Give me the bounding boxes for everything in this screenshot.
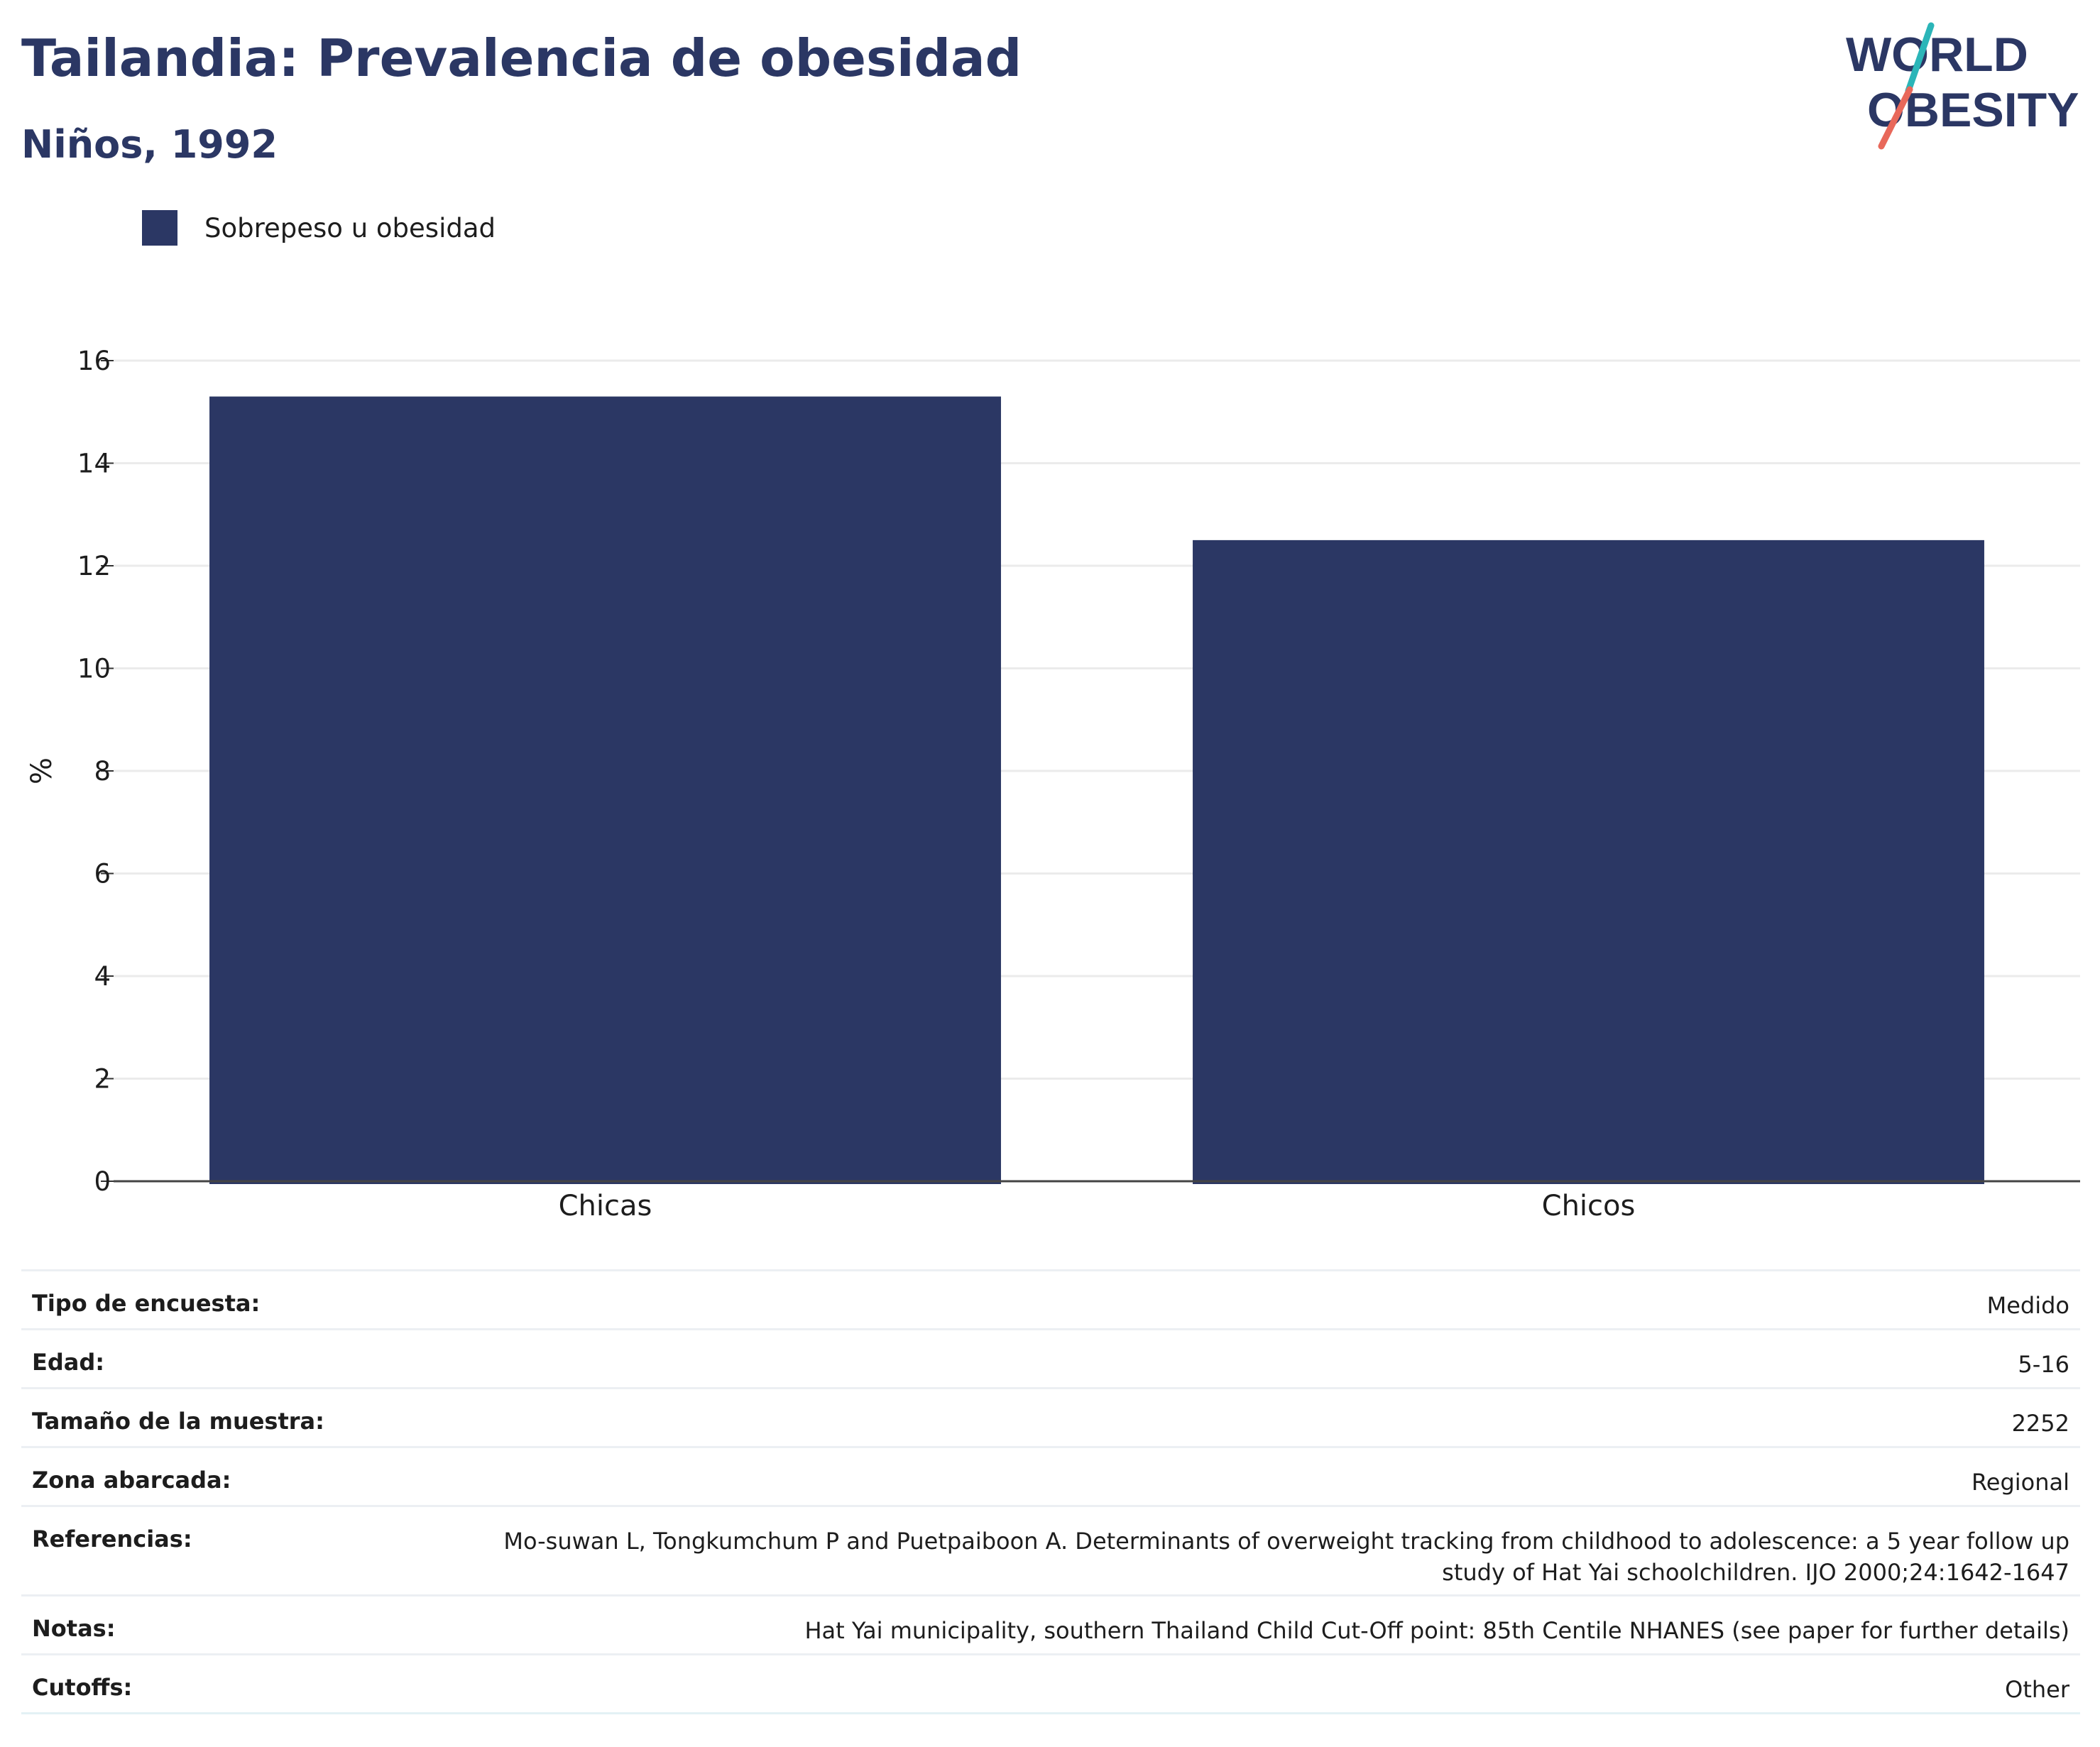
chart-title: Tailandia: Prevalencia de obesidad	[21, 28, 1022, 88]
chart-subtitle: Niños, 1992	[21, 122, 278, 167]
meta-value: 5-16	[2018, 1351, 2069, 1378]
meta-row: Cutoffs: Other	[21, 1653, 2080, 1714]
y-tick-label: 10	[77, 654, 111, 684]
meta-key: Referencias:	[32, 1526, 192, 1552]
y-tick-label: 8	[94, 756, 111, 787]
y-tick-label: 6	[94, 859, 111, 889]
meta-key: Notas:	[32, 1615, 116, 1642]
meta-value: Other	[2005, 1676, 2069, 1703]
meta-key: Tamaño de la muestra:	[32, 1408, 324, 1435]
y-axis-label: %	[26, 757, 58, 784]
bar-chicos	[1193, 540, 1984, 1184]
meta-value: 2252	[2011, 1410, 2069, 1437]
legend-swatch	[142, 210, 177, 246]
meta-row: Referencias: Mo-suwan L, Tongkumchum P an…	[21, 1505, 2080, 1594]
y-tick-label: 16	[77, 346, 111, 376]
y-tick-label: 2	[94, 1064, 111, 1095]
meta-row: Zona abarcada: Regional	[21, 1446, 2080, 1505]
meta-row: Tipo de encuesta: Medido	[21, 1269, 2080, 1328]
meta-value: Hat Yai municipality, southern Thailand …	[804, 1617, 2069, 1644]
legend-label: Sobrepeso u obesidad	[204, 212, 496, 243]
logo-line1: WORLD	[1846, 28, 2028, 82]
logo-slash-bottom	[1878, 86, 1913, 150]
meta-value: Mo-suwan L, Tongkumchum P and Puetpaiboo…	[503, 1528, 2069, 1586]
meta-value: Medido	[1986, 1292, 2069, 1319]
x-tick-label: Chicos	[1542, 1190, 1636, 1221]
legend: Sobrepeso u obesidad	[142, 210, 496, 246]
bar-chart: 0 2 4 6 8 10 12 14 16% Chicas Chicos	[26, 346, 2080, 1221]
y-tick-label: 12	[77, 551, 111, 581]
world-obesity-logo: WORLD OBESITY	[1846, 22, 2079, 150]
meta-key: Edad:	[32, 1349, 105, 1376]
meta-row: Notas: Hat Yai municipality, southern Tha…	[21, 1594, 2080, 1653]
y-tick-label: 0	[94, 1166, 111, 1197]
y-tick-label: 14	[77, 449, 111, 479]
meta-value: Regional	[1971, 1469, 2069, 1496]
meta-row: Tamaño de la muestra: 2252	[21, 1387, 2080, 1446]
y-tick-label: 4	[94, 961, 111, 992]
meta-key: Zona abarcada:	[32, 1467, 231, 1494]
meta-key: Tipo de encuesta:	[32, 1290, 261, 1317]
logo-slash-top	[1905, 22, 1935, 94]
bar-chicas	[209, 396, 1001, 1185]
x-tick-label: Chicas	[559, 1190, 652, 1221]
meta-key: Cutoffs:	[32, 1674, 133, 1701]
survey-details-table: Tipo de encuesta: Medido Edad: 5-16 Tamaño d…	[21, 1269, 2080, 1714]
meta-row: Edad: 5-16	[21, 1328, 2080, 1387]
